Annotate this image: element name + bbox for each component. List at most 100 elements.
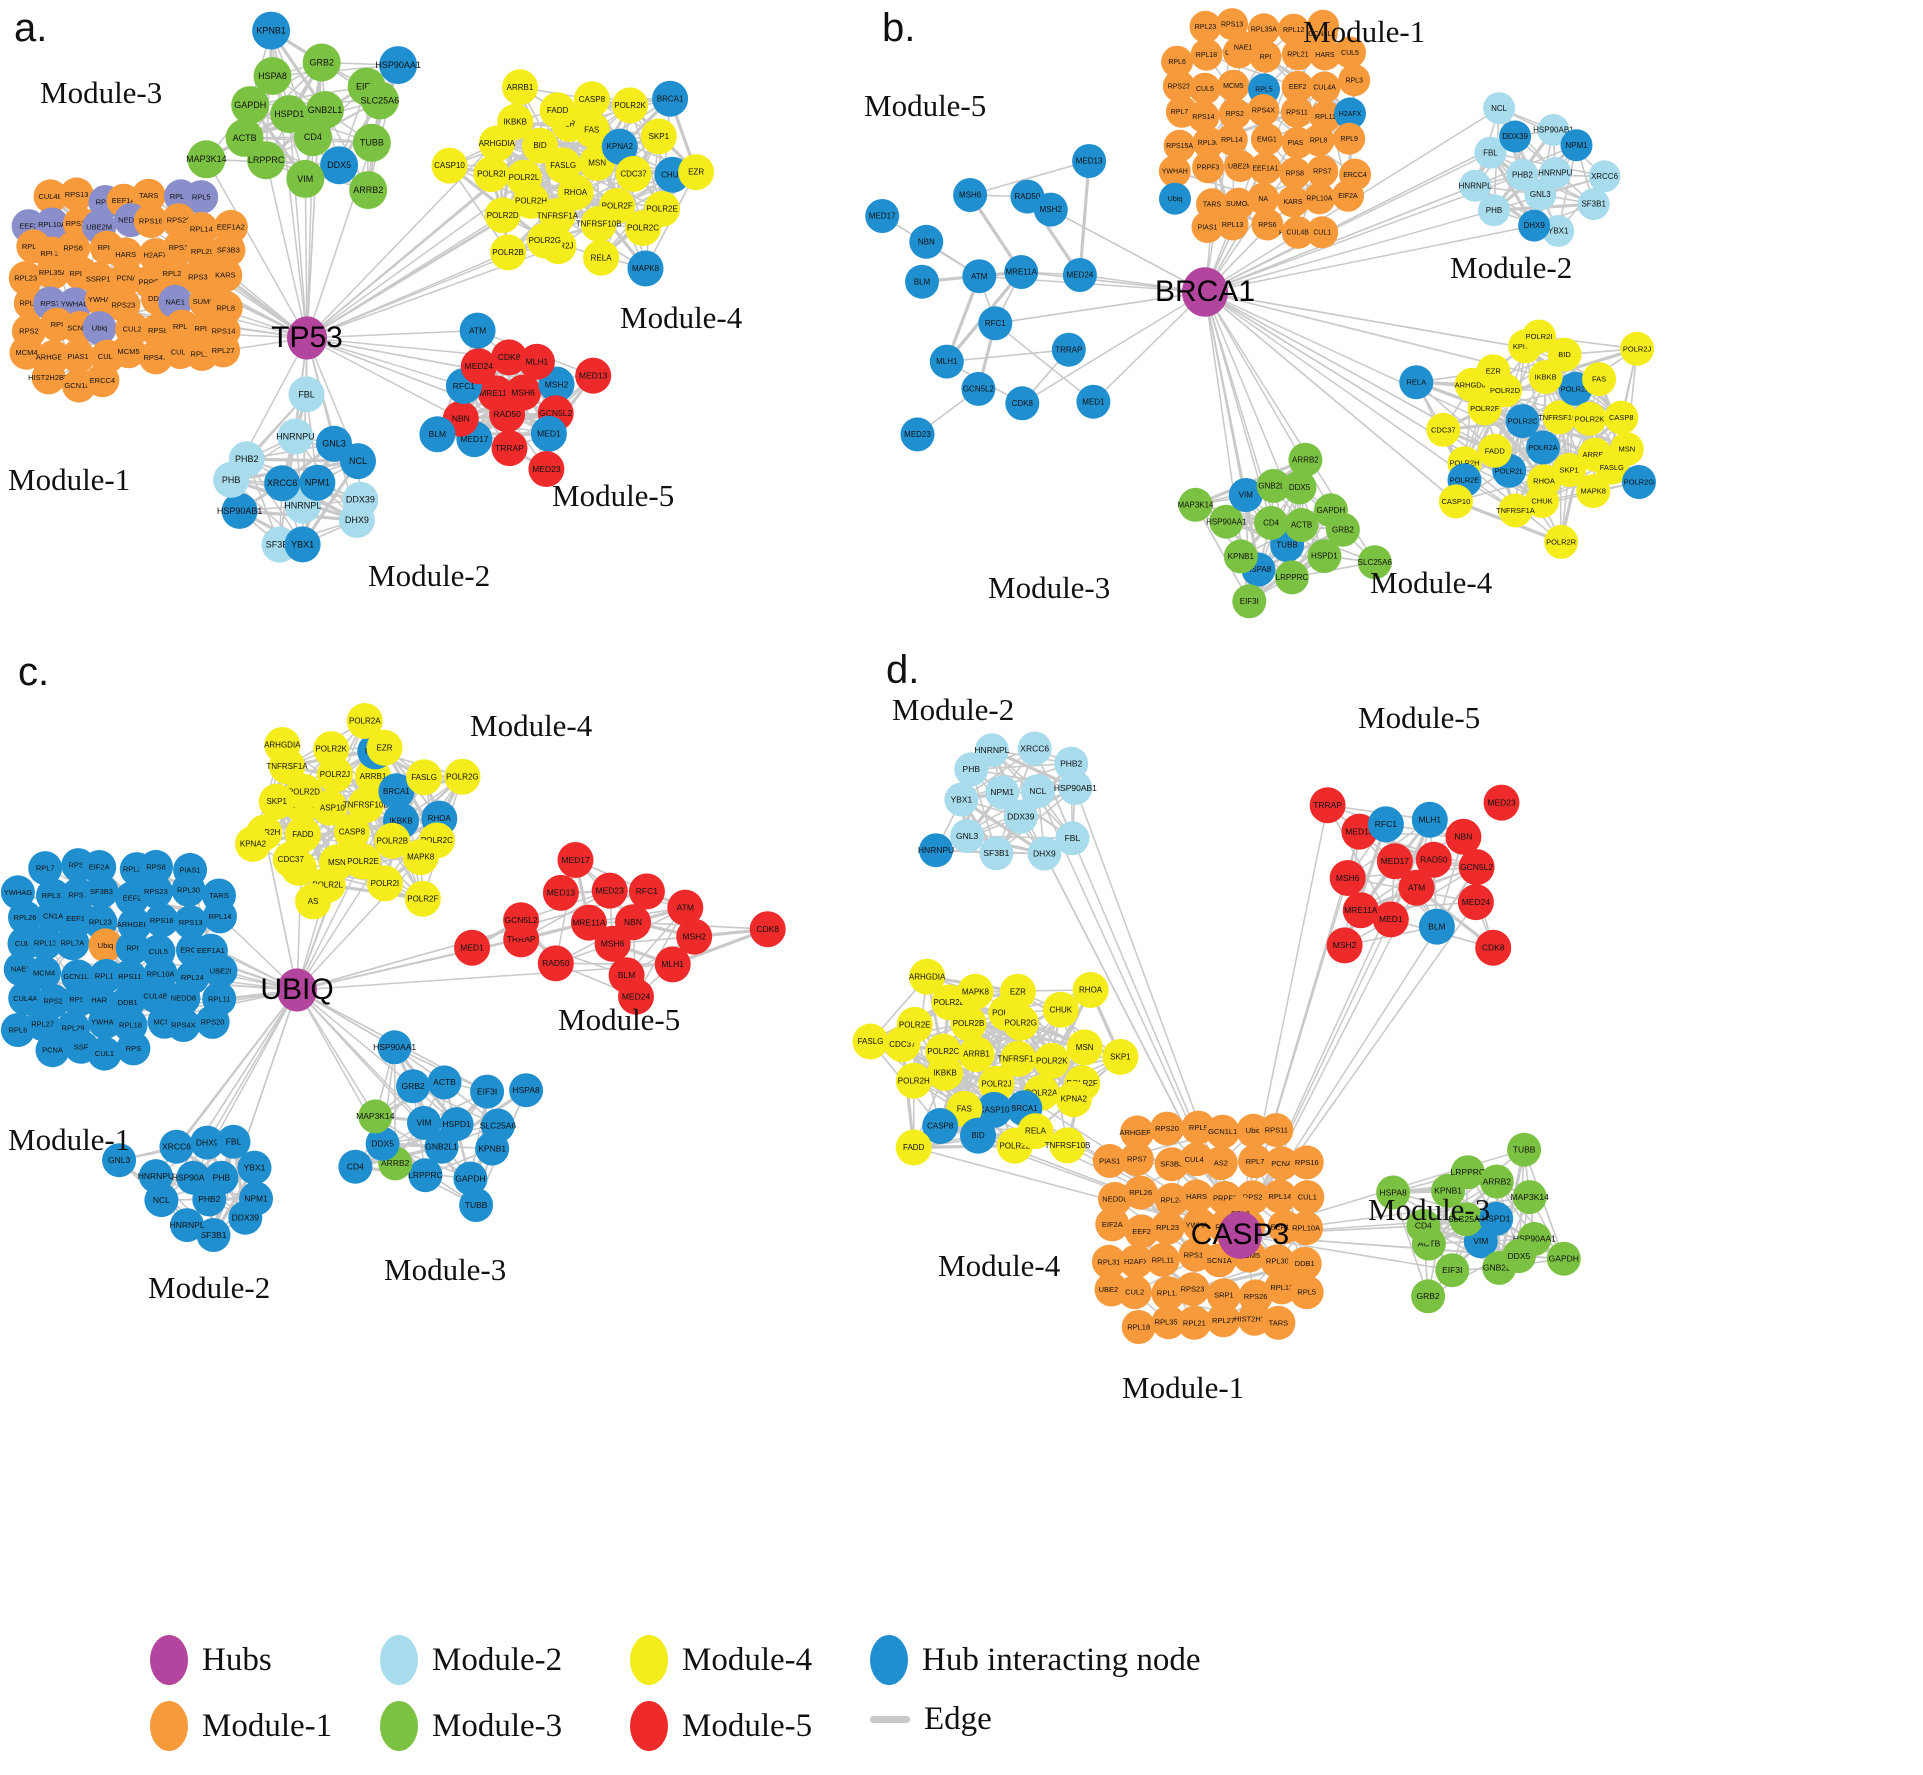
network-node[interactable]: [509, 1073, 544, 1108]
network-node[interactable]: [36, 899, 71, 934]
network-node[interactable]: [1049, 1127, 1086, 1164]
network-node[interactable]: [1062, 258, 1097, 292]
network-node[interactable]: [1459, 169, 1492, 202]
network-node[interactable]: [1357, 545, 1392, 580]
network-node[interactable]: [1281, 216, 1314, 249]
network-node[interactable]: [55, 926, 90, 961]
network-node[interactable]: [1526, 430, 1560, 465]
network-node[interactable]: [570, 904, 607, 941]
network-node[interactable]: [505, 374, 541, 411]
network-node[interactable]: [1450, 1155, 1485, 1190]
network-node[interactable]: [985, 775, 1020, 810]
network-node[interactable]: [615, 904, 651, 941]
network-node[interactable]: [1092, 1143, 1127, 1178]
network-node[interactable]: [235, 825, 271, 862]
network-node[interactable]: [1306, 155, 1339, 188]
network-node[interactable]: [1274, 560, 1309, 595]
network-node[interactable]: [166, 1008, 201, 1042]
network-node[interactable]: [253, 57, 292, 95]
network-node[interactable]: [396, 1069, 431, 1104]
network-node[interactable]: [1411, 1279, 1446, 1314]
network-node[interactable]: [922, 1108, 959, 1144]
network-node[interactable]: [1121, 1310, 1156, 1344]
network-node[interactable]: [295, 883, 332, 920]
network-node[interactable]: [1604, 400, 1639, 435]
network-node[interactable]: [1445, 818, 1482, 855]
network-node[interactable]: [338, 502, 375, 538]
network-node[interactable]: [1215, 123, 1248, 156]
network-node[interactable]: [349, 171, 388, 210]
network-node[interactable]: [678, 154, 715, 191]
network-node[interactable]: [1505, 404, 1540, 439]
network-node[interactable]: [8, 900, 42, 935]
network-node[interactable]: [204, 1160, 239, 1195]
network-node[interactable]: [1539, 157, 1572, 189]
network-node[interactable]: [960, 1117, 996, 1154]
network-node[interactable]: [406, 759, 443, 796]
network-node[interactable]: [1117, 1275, 1152, 1310]
network-node[interactable]: [601, 128, 638, 165]
network-node[interactable]: [1333, 122, 1366, 155]
network-node[interactable]: [133, 204, 168, 238]
network-node[interactable]: [237, 1150, 272, 1185]
network-node[interactable]: [1256, 468, 1291, 503]
network-node[interactable]: [374, 822, 411, 859]
network-node[interactable]: [1203, 1146, 1238, 1181]
network-node[interactable]: [1278, 157, 1311, 190]
network-node[interactable]: [497, 103, 534, 140]
network-node[interactable]: [1542, 400, 1577, 435]
network-node[interactable]: [208, 258, 243, 293]
network-node[interactable]: [895, 1062, 932, 1099]
network-node[interactable]: [1290, 1180, 1325, 1215]
network-node[interactable]: [1572, 401, 1607, 436]
network-node[interactable]: [1289, 1145, 1324, 1180]
network-node[interactable]: [618, 978, 654, 1015]
network-node[interactable]: [1582, 362, 1617, 397]
network-graph-b[interactable]: RPL23RPS13RPL35ARPL12RPS3RPL6RPL18GCN1L1…: [860, 0, 1923, 650]
network-node[interactable]: [1501, 1239, 1536, 1274]
network-node[interactable]: [1287, 1246, 1322, 1281]
network-node[interactable]: [299, 464, 336, 501]
network-node[interactable]: [1546, 1241, 1581, 1276]
network-node[interactable]: [528, 451, 565, 487]
network-node[interactable]: [320, 146, 359, 185]
network-node[interactable]: [628, 873, 665, 910]
network-node[interactable]: [1119, 1142, 1154, 1177]
network-node[interactable]: [865, 199, 900, 233]
network-node[interactable]: [139, 849, 173, 884]
network-node[interactable]: [667, 889, 704, 926]
network-node[interactable]: [583, 239, 620, 276]
network-node[interactable]: [1499, 120, 1532, 153]
network-node[interactable]: [366, 865, 403, 902]
network-node[interactable]: [285, 773, 322, 810]
network-node[interactable]: [252, 11, 291, 50]
network-node[interactable]: [1506, 158, 1539, 191]
network-node[interactable]: [203, 899, 237, 934]
network-node[interactable]: [166, 981, 201, 1016]
network-node[interactable]: [1342, 892, 1379, 929]
network-node[interactable]: [1102, 1038, 1139, 1075]
network-node[interactable]: [228, 1200, 263, 1235]
network-node[interactable]: [654, 946, 691, 983]
legend-item-hubs[interactable]: Hubs: [150, 1635, 272, 1685]
network-node[interactable]: [288, 376, 325, 413]
network-node[interactable]: [1042, 991, 1079, 1028]
network-node[interactable]: [1479, 1164, 1514, 1199]
legend-item-module-5[interactable]: Module-5: [630, 1701, 812, 1751]
network-node[interactable]: [591, 872, 628, 909]
network-node[interactable]: [1277, 13, 1310, 46]
network-node[interactable]: [950, 819, 985, 853]
network-node[interactable]: [1284, 508, 1319, 542]
network-node[interactable]: [378, 773, 415, 810]
network-node[interactable]: [1262, 1179, 1297, 1214]
network-node[interactable]: [1525, 484, 1559, 518]
network-node[interactable]: [1594, 450, 1629, 485]
network-node[interactable]: [625, 210, 661, 246]
network-node[interactable]: [1326, 927, 1363, 964]
network-node[interactable]: [1458, 849, 1495, 886]
network-node[interactable]: [1247, 94, 1280, 126]
network-node[interactable]: [1206, 1303, 1241, 1338]
network-node[interactable]: [277, 418, 314, 455]
network-node[interactable]: [206, 333, 241, 368]
network-node[interactable]: [1177, 1305, 1212, 1340]
